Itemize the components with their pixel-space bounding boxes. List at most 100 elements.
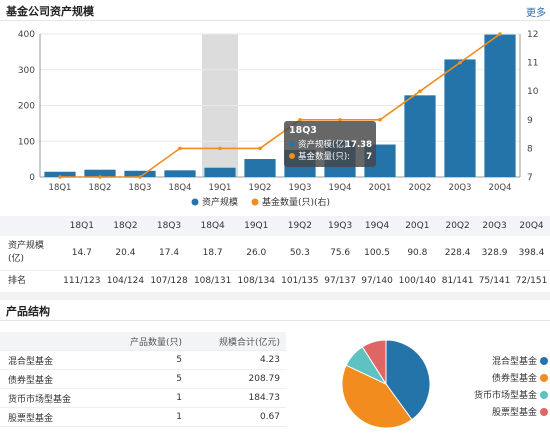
table-header-row: 18Q1 18Q2 18Q3 18Q4 19Q1 19Q2 19Q3 19Q4 20Q1 20Q2…	[0, 216, 550, 236]
rank-cell: 108/131	[190, 270, 235, 291]
product-row: 货币市场型基金 1 184.73	[0, 388, 286, 408]
col-size-header: 规模合计(亿元)	[182, 332, 286, 351]
column-header: 19Q2	[278, 216, 322, 236]
x-tick-label: 18Q2	[89, 183, 112, 193]
scale-cell: 14.7	[71, 248, 92, 258]
scale-cell: 75.6	[330, 248, 351, 258]
tooltip-value: 17.38	[345, 140, 372, 150]
product-count: 5	[98, 350, 182, 370]
line-point	[98, 175, 102, 179]
x-tick-label: 20Q2	[409, 183, 432, 193]
line-point	[218, 146, 222, 151]
tooltip-marker	[289, 153, 295, 159]
tooltip-label: 基金数量(只):	[298, 151, 350, 162]
column-header: 19Q1	[234, 216, 279, 236]
scale-cell: 398.4	[518, 248, 545, 258]
legend-label: 货币市场型基金	[474, 391, 538, 401]
legend-dot-icon	[540, 407, 548, 416]
y-left-tick-label: 200	[18, 102, 35, 112]
line-point	[258, 146, 262, 151]
rank-cell: 81/141	[439, 270, 477, 291]
product-size: 208.79	[182, 369, 286, 389]
product-structure-header: 产品结构	[0, 300, 550, 321]
legend-marker	[251, 198, 259, 206]
section-divider	[0, 292, 550, 300]
legend-label: 基金数量(只)(右)	[262, 196, 330, 208]
x-tick-label: 20Q1	[369, 183, 392, 193]
more-link[interactable]: 更多	[526, 8, 546, 19]
legend-dot-icon	[540, 356, 548, 365]
bar	[164, 170, 196, 177]
legend-label: 债券型基金	[491, 374, 537, 384]
y-left-tick-label: 400	[18, 30, 35, 40]
x-tick-label: 19Q3	[289, 183, 312, 193]
product-row: 债券型基金 5 208.79	[0, 369, 286, 389]
line-point	[58, 175, 62, 179]
tooltip-box	[284, 121, 376, 167]
y-right-tick-label: 8	[527, 144, 533, 154]
rank-cell: 107/128	[147, 270, 191, 291]
column-header: 19Q4	[358, 216, 396, 236]
x-tick-label: 18Q4	[169, 183, 192, 193]
rank-cell: 75/141	[476, 270, 514, 291]
y-right-tick-label: 12	[527, 30, 538, 40]
tooltip-marker	[289, 141, 295, 147]
y-right-tick-label: 11	[527, 59, 538, 69]
legend-dot-icon	[540, 373, 548, 382]
y-right-tick-label: 10	[527, 87, 539, 97]
rank-cell: 100/140	[395, 270, 440, 291]
product-size: 0.67	[182, 407, 286, 427]
rank-cell: 104/124	[103, 270, 148, 291]
row-label-scale: 资产规模(亿)	[8, 241, 45, 264]
pie-slice	[361, 339, 387, 386]
table-row-rank: 排名 111/123 104/124 107/128 108/131 108/134 10…	[0, 270, 550, 291]
rank-cell: 72/151	[513, 270, 550, 291]
bar	[124, 170, 156, 177]
legend-label: 股票型基金	[491, 408, 537, 418]
line-point	[458, 60, 462, 65]
legend-item: 混合型基金	[474, 352, 550, 369]
scale-cell: 100.5	[364, 248, 390, 258]
legend-item: 债券型基金	[474, 369, 550, 386]
product-name: 债券型基金	[0, 369, 98, 389]
y-right-tick-label: 7	[527, 173, 533, 183]
series-line	[60, 33, 501, 178]
x-tick-label: 19Q2	[249, 183, 272, 193]
y-left-tick-label: 100	[18, 137, 35, 147]
scale-cell: 90.8	[407, 248, 428, 258]
tooltip-label: 资产规模(亿):	[298, 139, 350, 150]
x-tick-label: 19Q1	[209, 183, 232, 193]
rank-cell: 108/134	[234, 270, 279, 291]
legend-label: 混合型基金	[491, 357, 537, 367]
scale-cell: 228.4	[444, 248, 471, 258]
pie-slice	[385, 339, 431, 421]
product-table-header: 产品数量(只) 规模合计(亿元)	[0, 332, 286, 351]
product-structure-title: 产品结构	[6, 305, 50, 318]
scale-cell: 50.3	[289, 248, 310, 258]
legend-dot-icon	[540, 390, 548, 399]
product-count: 5	[98, 369, 182, 389]
line-point	[338, 118, 342, 122]
bar	[404, 95, 436, 177]
table-row-scale: 资产规模(亿) 14.7 20.4 17.4 18.7 26.0 50.3 75.6 100.…	[0, 236, 550, 271]
asset-scale-header: 基金公司资产规模 更多	[0, 0, 550, 21]
bar	[84, 169, 116, 177]
x-tick-label: 19Q4	[329, 183, 352, 193]
asset-scale-title: 基金公司资产规模	[6, 5, 94, 18]
x-tick-label: 18Q1	[49, 183, 72, 193]
product-row: 混合型基金 5 4.23	[0, 350, 286, 370]
rank-cell: 111/123	[60, 270, 104, 291]
scale-cell: 18.7	[202, 248, 223, 258]
scale-cell: 328.9	[481, 248, 508, 258]
column-header: 20Q1	[395, 216, 440, 236]
product-count: 1	[98, 388, 182, 408]
column-header: 18Q2	[103, 216, 148, 236]
line-point	[298, 118, 302, 122]
asset-scale-table: 18Q1 18Q2 18Q3 18Q4 19Q1 19Q2 19Q3 19Q4 20Q1 20Q2…	[0, 216, 550, 291]
legend-marker	[191, 198, 199, 206]
legend-label: 资产规模	[202, 196, 238, 208]
product-size: 4.23	[182, 350, 286, 370]
column-header: 20Q2	[439, 216, 477, 236]
product-table: 产品数量(只) 规模合计(亿元) 混合型基金 5 4.23 债券型基金 5 20…	[0, 332, 286, 427]
